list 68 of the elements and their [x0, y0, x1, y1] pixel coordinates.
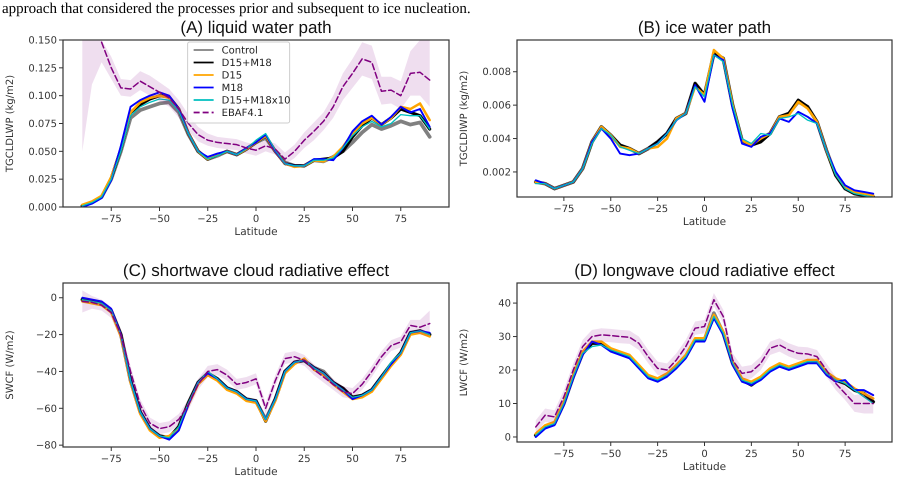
- y-tick-label: 0.075: [28, 119, 57, 130]
- chart-title: (D) longwave cloud radiative effect: [574, 261, 836, 280]
- y-axis-title: LWCF (W/m2): [459, 328, 470, 396]
- chart-title: (C) shortwave cloud radiative effect: [122, 261, 390, 280]
- y-tick-label: 0.000: [28, 202, 57, 214]
- x-tick-label: −25: [647, 204, 668, 215]
- y-tick-label: 0.025: [28, 174, 57, 186]
- chart-title: (A) liquid water path: [180, 18, 332, 37]
- x-tick-label: 75: [394, 454, 408, 465]
- y-axis-title: TGCLDIWP (kg/m2): [459, 70, 470, 168]
- x-tick-label: −50: [600, 449, 622, 460]
- x-tick-label: −75: [553, 449, 574, 460]
- x-tick-label: −25: [647, 449, 668, 460]
- x-tick-label: 50: [346, 454, 359, 465]
- legend-label: M18: [222, 83, 243, 94]
- x-tick-label: 0: [252, 214, 260, 225]
- x-tick-label: −75: [553, 204, 574, 215]
- x-axis-title: Latitude: [682, 216, 726, 228]
- x-tick-label: 25: [298, 454, 311, 465]
- x-tick-label: −25: [197, 454, 218, 465]
- x-tick-label: 0: [252, 454, 260, 465]
- x-tick-label: 75: [394, 214, 408, 225]
- x-tick-label: −75: [100, 214, 122, 225]
- x-tick-label: 75: [838, 449, 852, 460]
- legend-label: D15+M18: [222, 58, 272, 69]
- y-axis-title: SWCF (W/m2): [5, 330, 16, 400]
- y-tick-label: 0.100: [28, 91, 57, 102]
- x-tick-label: 50: [792, 449, 805, 460]
- y-tick-label: 0.006: [482, 100, 511, 112]
- y-tick-label: −60: [36, 404, 57, 415]
- y-tick-label: 0.002: [482, 167, 511, 178]
- x-tick-label: 25: [745, 204, 758, 215]
- y-tick-label: 0: [504, 432, 511, 444]
- x-tick-label: 25: [745, 449, 758, 460]
- y-tick-label: 0: [50, 293, 57, 304]
- x-tick-label: 50: [346, 214, 359, 225]
- x-tick-label: 75: [838, 204, 852, 215]
- legend-label: Control: [222, 46, 258, 56]
- x-tick-label: −25: [197, 214, 218, 225]
- y-tick-label: 20: [498, 366, 511, 377]
- y-tick-label: 0.150: [28, 36, 57, 46]
- y-tick-label: −20: [36, 330, 57, 342]
- x-tick-label: 0: [701, 204, 708, 215]
- x-tick-label: −75: [100, 454, 122, 465]
- legend-label: D15: [222, 70, 242, 82]
- x-tick-label: −50: [600, 204, 622, 215]
- y-tick-label: 30: [498, 332, 511, 344]
- x-axis-title: Latitude: [234, 226, 278, 238]
- text: approach that considered the processes prior and subsequent to ice nucleation.: [2, 1, 471, 17]
- x-tick-label: 50: [792, 204, 805, 215]
- x-tick-label: 0: [701, 449, 708, 460]
- y-tick-label: −80: [36, 440, 57, 452]
- x-axis-title: Latitude: [234, 466, 278, 478]
- chart-title: (B) ice water path: [638, 18, 772, 37]
- y-tick-label: 0.008: [482, 67, 511, 78]
- x-tick-label: −50: [148, 454, 170, 465]
- y-tick-label: 40: [498, 298, 511, 310]
- y-axis-title: TGCLDLWP (kg/m2): [5, 74, 16, 174]
- x-axis-title: Latitude: [682, 461, 726, 473]
- y-tick-label: 0.125: [28, 63, 57, 74]
- y-tick-label: 0.004: [482, 134, 511, 146]
- legend-label: D15+M18x10: [222, 96, 290, 106]
- y-tick-label: −40: [36, 366, 57, 378]
- x-tick-label: 25: [298, 214, 311, 225]
- y-tick-label: 0.050: [28, 146, 57, 158]
- x-tick-label: −50: [148, 214, 170, 225]
- legend-label: EBAF4.1: [222, 108, 264, 119]
- y-tick-label: 10: [498, 399, 511, 410]
